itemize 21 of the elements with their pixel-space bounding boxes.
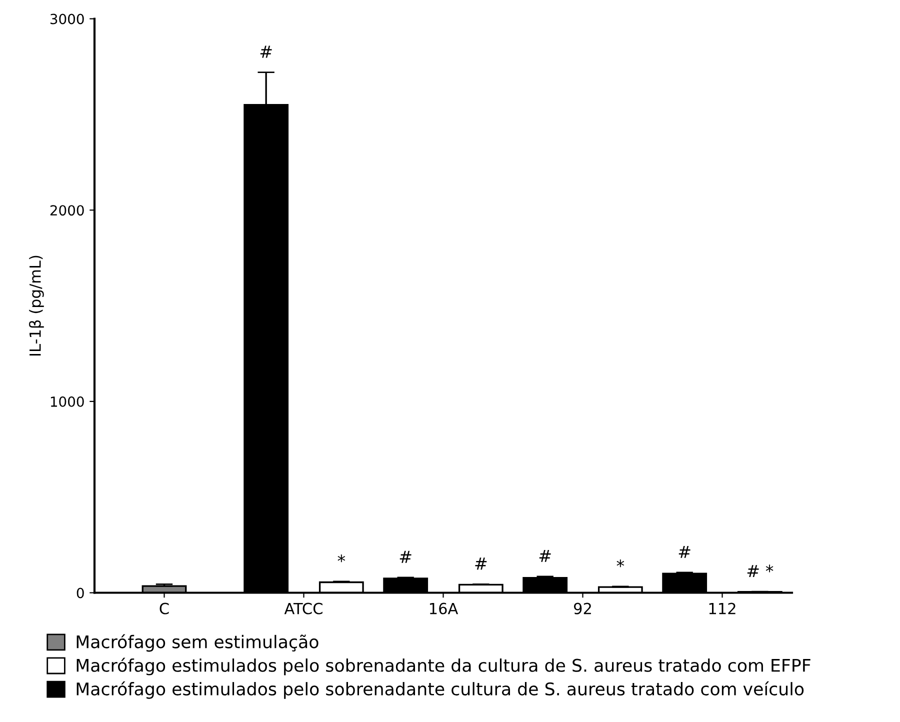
y-tick-label: 2000	[50, 205, 84, 216]
x-tick-label: 16A	[430, 602, 458, 614]
y-axis-title: IL-1β (pg/mL)	[28, 256, 44, 356]
data-label: #	[539, 550, 551, 562]
legend-label: Macrófago sem estimulação	[76, 634, 318, 652]
data-label: #	[400, 550, 412, 563]
x-tick-label: ATCC	[284, 602, 322, 614]
legend-label: Macrófago estimulados pelo sobrenadante da cultura de S. aureus tratado com EFPF	[76, 658, 810, 676]
data-label: # *	[747, 564, 774, 578]
data-label: #	[475, 558, 487, 570]
y-tick-label: 3000	[50, 14, 84, 24]
data-label: #	[260, 46, 272, 58]
x-tick-label: 92	[574, 602, 591, 614]
y-tick-label: 1000	[50, 396, 84, 407]
data-label: *	[338, 554, 346, 562]
legend-label: Macrófago estimulados pelo sobrenadante cultura de S. aureus tratado com veículo	[76, 681, 804, 699]
data-label: #	[678, 546, 690, 558]
y-tick-label: 0	[76, 588, 84, 598]
data-label: *	[616, 560, 624, 568]
x-tick-label: C	[160, 602, 169, 614]
x-tick-label: 112	[709, 602, 736, 614]
